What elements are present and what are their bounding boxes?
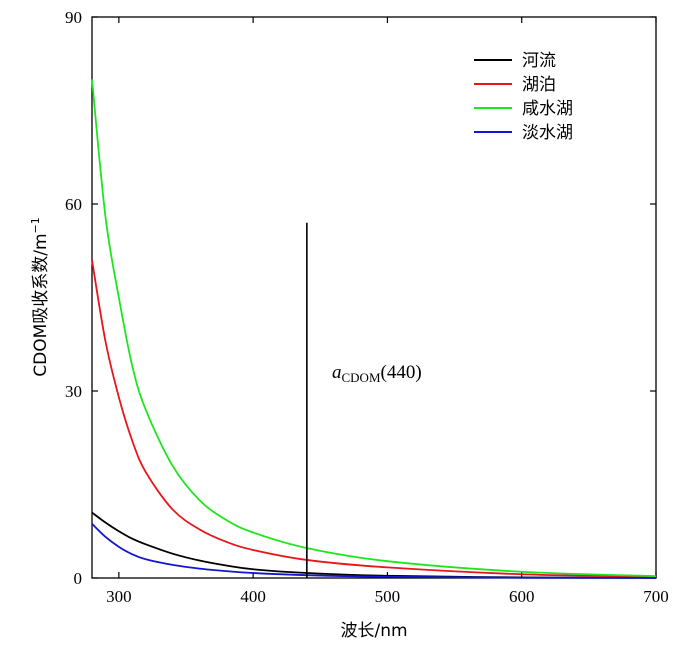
annotation-sub: CDOM xyxy=(342,370,381,385)
x-tick-label: 300 xyxy=(106,587,132,606)
plot-frame xyxy=(91,16,657,579)
axis-ticks: 300 400 500 600 700 0 30 60 90 xyxy=(65,8,669,606)
annotation-tail: (440) xyxy=(381,362,422,383)
x-tick-label: 400 xyxy=(240,587,266,606)
y-tick-label: 0 xyxy=(74,569,83,588)
y-axis-title-sup: −1 xyxy=(29,217,42,233)
plot-area xyxy=(91,16,657,579)
annotation-acdom440: aCDOM(440) xyxy=(332,362,422,385)
legend-label: 淡水湖 xyxy=(522,123,573,143)
legend-label: 湖泊 xyxy=(522,75,556,95)
series-line-3 xyxy=(91,523,657,579)
x-tick-label: 700 xyxy=(643,587,669,606)
y-axis-title: CDOM吸收系数/m−1 xyxy=(29,217,51,377)
series-line-2 xyxy=(91,79,657,578)
legend-label: 咸水湖 xyxy=(522,99,573,119)
x-axis-title: 波长/nm xyxy=(340,621,407,641)
y-tick-label: 60 xyxy=(65,195,82,214)
x-tick-label: 600 xyxy=(509,587,535,606)
series-line-1 xyxy=(91,259,657,578)
legend-label: 河流 xyxy=(522,51,556,71)
series-line-0 xyxy=(91,511,657,579)
y-tick-label: 30 xyxy=(65,382,82,401)
annotation-main: a xyxy=(332,362,342,383)
y-axis-title-main: CDOM吸收系数/m xyxy=(31,233,51,376)
x-tick-label: 500 xyxy=(375,587,401,606)
series-group xyxy=(91,79,657,579)
y-tick-label: 90 xyxy=(65,8,82,27)
